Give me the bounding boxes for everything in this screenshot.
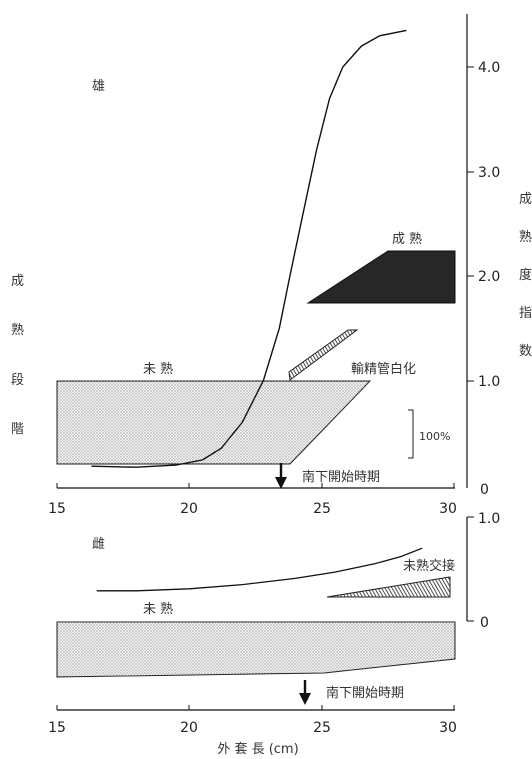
band-mature-male [306,250,456,304]
scale-bar-label: 100% [419,430,450,443]
male-title: 雄 [92,79,105,94]
ylabel-right-char: 指 [519,306,532,321]
x-tick-label: 20 [180,501,198,517]
ylabel-left-char: 階 [11,422,24,437]
female-title: 雌 [92,536,105,552]
band-label-mature: 成 熟 [392,231,422,247]
y-tick-label: 1.0 [478,374,500,390]
y-tick-label: 4.0 [478,60,500,76]
y-tick-label: 1.0 [478,511,500,527]
ylabel-right-char: 熟 [519,229,532,245]
y-tick-label: 0 [480,615,489,631]
band-immature-copulation [326,576,451,598]
ylabel-right-char: 成 [519,192,532,207]
annotation-south-migration-female: 南下開始時期 [326,685,404,701]
band-label-copulation: 未熟交接 [403,558,455,574]
band-label-immature: 未 熟 [143,361,173,377]
band-label-immature-female: 未 熟 [143,601,173,617]
ylabel-right-char: 数 [519,344,532,359]
scale-bracket [408,409,414,459]
x-tick-label: 20 [180,720,198,736]
male-panel: 雄 成 熟 段 階 成 熟 度 指 数 未 熟 輸精管白化 成 熟 100% 1… [11,14,532,517]
ylabel-right-char: 度 [519,267,532,283]
ylabel-left-char: 成 [11,274,24,289]
x-axis-label: 外 套 長 (cm) [217,741,298,757]
y-tick-label: 0 [480,482,489,498]
x-tick-label: 15 [48,720,66,736]
maturity-index-curve-female [96,547,423,592]
ylabel-left-char: 段 [11,373,24,388]
x-tick-label: 30 [439,501,457,517]
band-immature-female [56,621,456,678]
band-label-vas-deferens: 輸精管白化 [351,361,416,377]
south-migration-arrow-icon [299,693,311,705]
annotation-south-migration: 南下開始時期 [302,469,380,485]
x-tick-label: 25 [313,720,331,736]
maturity-index-curve-male [91,29,407,468]
x-tick-label: 25 [313,501,331,517]
female-panel: 雌 未 熟 未熟交接 15 20 25 30 1.0 0 南下開始時期 [48,511,500,736]
south-migration-arrow-icon [275,477,287,489]
x-tick-label: 30 [439,720,457,736]
y-tick-label: 3.0 [478,165,500,181]
band-vas-deferens-whitening [288,329,359,381]
x-tick-label: 15 [48,501,66,517]
y-tick-label: 2.0 [478,269,500,285]
band-immature-male [56,380,372,465]
ylabel-left-char: 熟 [11,322,24,338]
